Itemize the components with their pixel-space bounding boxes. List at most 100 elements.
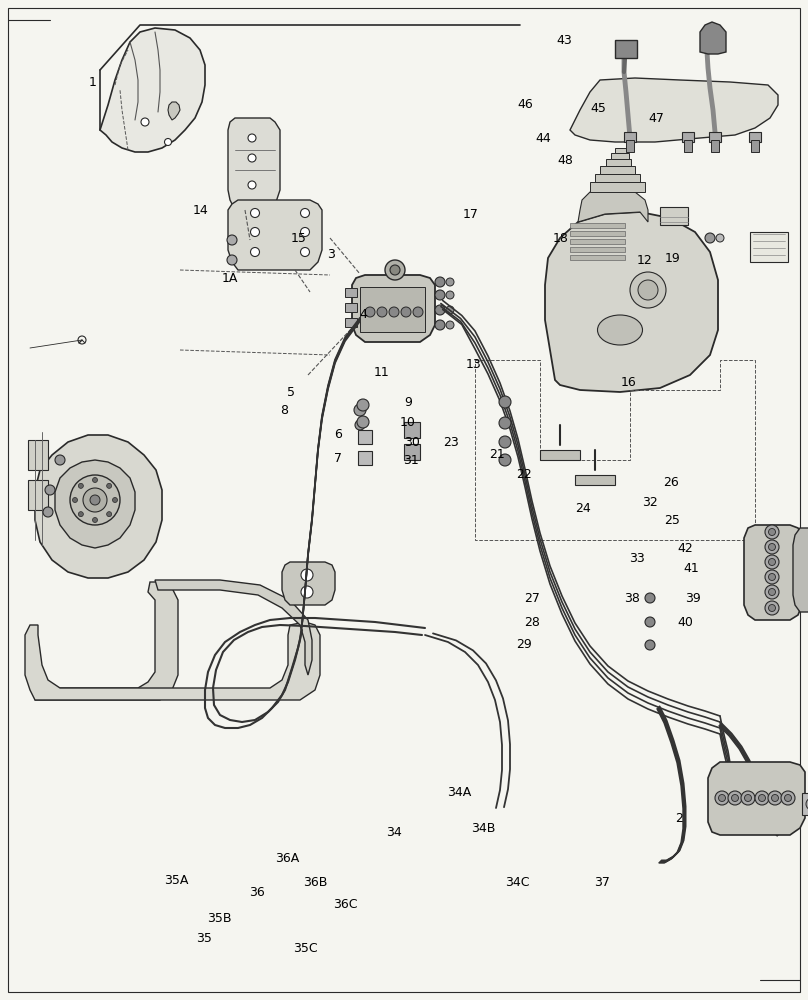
Circle shape	[357, 416, 369, 428]
Text: 21: 21	[489, 448, 505, 462]
Circle shape	[301, 247, 309, 256]
Circle shape	[765, 570, 779, 584]
Polygon shape	[168, 102, 180, 120]
Bar	[570, 247, 625, 252]
Circle shape	[768, 544, 776, 550]
Circle shape	[141, 118, 149, 126]
Circle shape	[355, 420, 365, 430]
Circle shape	[768, 791, 782, 805]
Text: 22: 22	[516, 468, 532, 482]
Circle shape	[741, 791, 755, 805]
Text: 34A: 34A	[447, 786, 471, 798]
Polygon shape	[100, 28, 205, 152]
Bar	[682, 132, 694, 142]
Text: 5: 5	[287, 385, 295, 398]
Circle shape	[765, 540, 779, 554]
Bar	[709, 132, 721, 142]
Text: 10: 10	[400, 416, 416, 430]
Circle shape	[645, 617, 655, 627]
Text: 8: 8	[280, 403, 288, 416]
Text: 9: 9	[404, 395, 412, 408]
Text: 23: 23	[443, 436, 459, 448]
Circle shape	[301, 586, 313, 598]
Circle shape	[301, 569, 313, 581]
Bar	[660, 207, 688, 225]
Text: 14: 14	[192, 204, 208, 217]
Circle shape	[43, 507, 53, 517]
Circle shape	[248, 181, 256, 189]
Text: 37: 37	[594, 876, 610, 888]
Bar	[751, 140, 759, 152]
Circle shape	[385, 260, 405, 280]
Text: 40: 40	[677, 615, 693, 629]
Text: 34C: 34C	[505, 876, 529, 888]
Text: 30: 30	[404, 436, 420, 448]
Circle shape	[250, 247, 259, 256]
Circle shape	[365, 307, 375, 317]
Text: 27: 27	[524, 591, 540, 604]
Text: 6: 6	[334, 428, 342, 442]
Circle shape	[112, 497, 117, 502]
Bar	[606, 159, 631, 166]
Circle shape	[781, 791, 795, 805]
Bar	[28, 480, 48, 510]
Text: 36A: 36A	[275, 852, 299, 864]
Circle shape	[499, 396, 511, 408]
Text: 36: 36	[249, 886, 265, 898]
Bar	[615, 40, 637, 58]
Text: 36C: 36C	[334, 898, 358, 912]
Circle shape	[250, 209, 259, 218]
Bar	[802, 793, 808, 815]
Circle shape	[772, 794, 778, 802]
Text: 35: 35	[196, 932, 212, 944]
Circle shape	[768, 604, 776, 611]
Circle shape	[446, 321, 454, 329]
Text: 35B: 35B	[208, 912, 232, 924]
Text: 41: 41	[683, 562, 699, 574]
Bar	[711, 140, 719, 152]
Bar	[404, 444, 420, 460]
Circle shape	[765, 555, 779, 569]
Circle shape	[765, 585, 779, 599]
Bar	[404, 422, 420, 438]
Bar	[749, 132, 761, 142]
Text: 34B: 34B	[471, 822, 495, 834]
Polygon shape	[228, 200, 322, 270]
Polygon shape	[25, 622, 320, 700]
Polygon shape	[282, 562, 335, 605]
Text: 12: 12	[637, 253, 653, 266]
Text: 29: 29	[516, 639, 532, 652]
Circle shape	[70, 475, 120, 525]
Circle shape	[715, 791, 729, 805]
Circle shape	[90, 495, 100, 505]
Polygon shape	[793, 528, 808, 612]
Circle shape	[768, 528, 776, 536]
Text: 15: 15	[291, 232, 307, 244]
Circle shape	[499, 417, 511, 429]
Circle shape	[45, 485, 55, 495]
Circle shape	[435, 277, 445, 287]
Circle shape	[301, 228, 309, 236]
Text: 35A: 35A	[164, 874, 188, 886]
Circle shape	[107, 512, 112, 517]
Bar	[570, 255, 625, 260]
Circle shape	[165, 138, 171, 145]
Circle shape	[630, 272, 666, 308]
Text: 47: 47	[648, 111, 664, 124]
Text: 39: 39	[685, 591, 701, 604]
Circle shape	[301, 209, 309, 218]
Circle shape	[718, 794, 726, 802]
Circle shape	[227, 255, 237, 265]
Text: 11: 11	[373, 365, 389, 378]
Circle shape	[413, 307, 423, 317]
Circle shape	[389, 307, 399, 317]
Circle shape	[499, 436, 511, 448]
Circle shape	[728, 791, 742, 805]
Text: 32: 32	[642, 495, 659, 508]
Circle shape	[499, 454, 511, 466]
Circle shape	[390, 265, 400, 275]
Polygon shape	[35, 435, 162, 578]
Bar	[345, 318, 357, 327]
Bar	[575, 475, 615, 485]
Text: 48: 48	[558, 153, 574, 166]
